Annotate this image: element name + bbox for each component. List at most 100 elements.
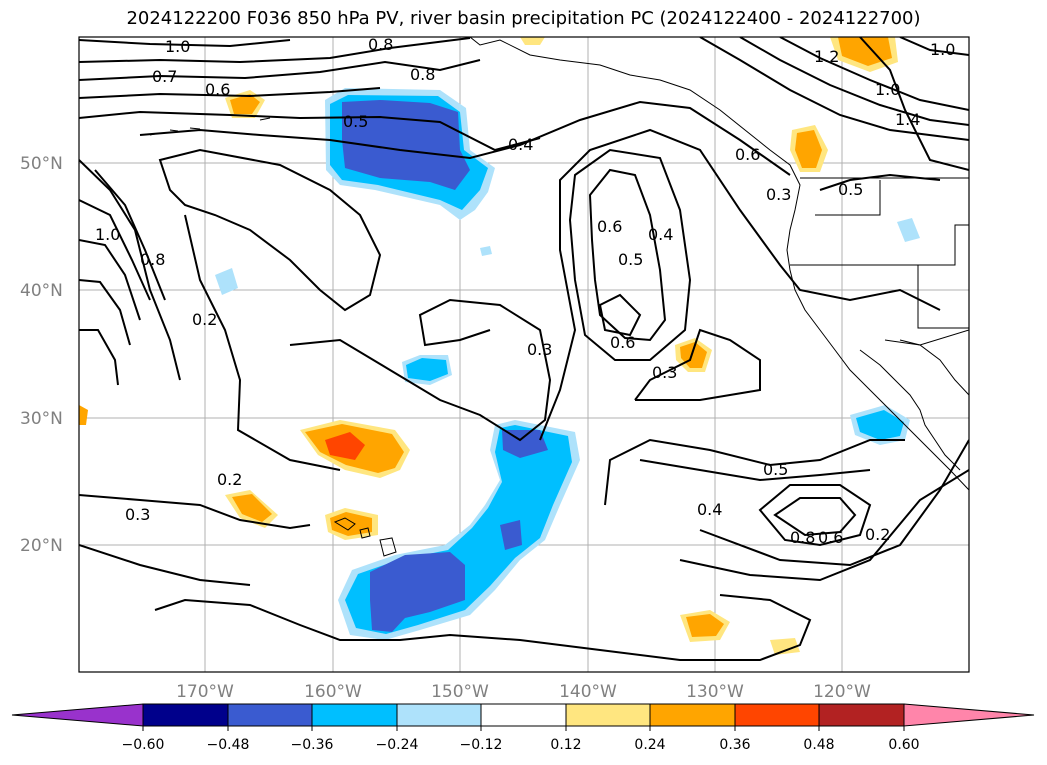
contour-0-4-south: [604, 438, 905, 506]
contour-0-5-gulf: [79, 110, 541, 152]
contour-ne-5: [899, 37, 969, 56]
shade-orange-hawaii-west: [232, 494, 272, 522]
shade-orange-left-edge: [79, 405, 88, 425]
shade-blue-mid-35n: [406, 358, 448, 381]
contour-label: 0.6: [818, 528, 843, 547]
contour-label: 0.4: [508, 135, 533, 154]
contour-0-4-southeast: [699, 439, 969, 567]
contour-ne-2: [739, 37, 969, 126]
colorbar-tick-label: −0.24: [376, 737, 419, 753]
contour-west-2: [79, 239, 141, 321]
contour-label: 0.3: [766, 185, 791, 204]
contour-1-0-top: [79, 39, 291, 48]
lat-tick-labels: 50°N 40°N 30°N 20°N: [20, 154, 63, 556]
contour-ne-4: [859, 37, 969, 171]
colorbar-extend-min: [11, 703, 144, 727]
contour-label: 0.2: [865, 525, 890, 544]
contour-label: 1.0: [875, 80, 900, 99]
border-us-mexico: [884, 329, 969, 346]
colorbar-swatch: [480, 703, 567, 727]
shade-blue-west-edge: [215, 268, 238, 295]
map-title: 2024122200 F036 850 hPa PV, river basin …: [126, 8, 921, 29]
colorbar-tick-label: 0.12: [550, 737, 581, 753]
contour-ne-3: [779, 37, 969, 111]
contour-label: 0.4: [648, 225, 673, 244]
shade-blue-dark-band-south: [370, 552, 465, 632]
shade-orange-topleft: [230, 94, 260, 114]
border-state-3: [917, 265, 969, 329]
contour-label: 1.0: [95, 225, 120, 244]
colorbar-swatch: [311, 703, 398, 727]
contour-label: 0.7: [152, 67, 177, 86]
lon-tick-label: 150°W: [431, 682, 489, 702]
coast-hawaii: [333, 517, 397, 557]
coast-islands-ak: [149, 117, 271, 136]
coast-gulf-ca: [899, 339, 969, 396]
contour-label: 0.8: [140, 250, 165, 269]
contour-0-2-south: [679, 469, 969, 582]
shade-orange-coast: [795, 130, 822, 168]
colorbar-tick-label: −0.60: [122, 737, 165, 753]
coast-alaska: [469, 37, 969, 491]
lat-tick-label: 50°N: [20, 154, 63, 174]
contour-label: 0.5: [763, 460, 788, 479]
contour-0-3-southwest: [79, 494, 311, 530]
contour-0-5-east-loop: [568, 148, 692, 361]
contour-0-4-main: [139, 100, 791, 176]
lon-tick-label: 140°W: [559, 682, 617, 702]
contour-labels: 1.0 0.8 0.8 0.7 0.6 0.5 0.4 0.6 0.5 0.4 …: [95, 37, 955, 547]
contour-label: 0.5: [343, 112, 368, 131]
contour-label: 0.3: [125, 505, 150, 524]
contour-label: 1.0: [930, 40, 955, 59]
colorbar-swatch: [818, 703, 905, 727]
shade-orange-light-topmid: [520, 37, 545, 45]
lon-tick-label: 160°W: [304, 682, 362, 702]
contour-0-5-south: [639, 459, 871, 482]
colorbar-ticks: [142, 726, 905, 731]
map-frame-bg: [79, 37, 969, 672]
contour-0-8-top: [79, 37, 471, 64]
pv-contours: [79, 37, 969, 661]
contour-0-3-lower: [634, 328, 761, 401]
contour-0-7-top: [79, 59, 481, 81]
coastlines: [149, 37, 969, 557]
contour-0-2-southwest: [79, 544, 251, 586]
lon-tick-label: 120°W: [813, 682, 871, 702]
contour-ne-1: [699, 37, 969, 141]
shade-blue-pnw: [897, 218, 920, 242]
shade-orange-light-bottom: [770, 638, 800, 655]
coast-baja: [859, 349, 961, 471]
colorbar-tick-label: −0.12: [460, 737, 503, 753]
colorbar-tick-label: 0.36: [719, 737, 750, 753]
colorbar-swatch: [396, 703, 482, 727]
contour-west-3: [79, 279, 131, 346]
contour-0-8-south-loop: [773, 497, 857, 537]
border-state-2: [790, 224, 969, 266]
colorbar-tick-label: 0.24: [634, 737, 665, 753]
contour-0-2-bottom: [154, 594, 812, 661]
shade-blue-dark-band-mid: [500, 520, 522, 550]
contour-0-6-top: [79, 87, 381, 99]
contour-0-2-central: [184, 214, 341, 471]
contour-0-6-inner: [598, 293, 642, 337]
lon-tick-label: 170°W: [176, 682, 234, 702]
contour-west-4: [79, 329, 119, 386]
contour-0-3-east: [539, 128, 941, 441]
contour-0-6-east-loop: [588, 168, 667, 342]
contour-label: 1.4: [895, 110, 920, 129]
colorbar-tick-label: −0.36: [291, 737, 334, 753]
contour-label: 0.8: [410, 65, 435, 84]
contour-label: 0.5: [618, 250, 643, 269]
contour-0-3-central: [289, 298, 552, 442]
lon-tick-label: 130°W: [686, 682, 744, 702]
colorbar: −0.60 −0.48 −0.36 −0.24 −0.12 0.12 0.24 …: [11, 703, 1035, 753]
contour-label: 0.3: [527, 340, 552, 359]
negative-precip-shading: [215, 88, 920, 640]
lon-tick-labels: 170°W 160°W 150°W 140°W 130°W 120°W: [176, 682, 871, 702]
shade-orange-12n: [686, 614, 724, 637]
colorbar-swatch: [227, 703, 313, 727]
colorbar-tick-label: 0.60: [888, 737, 919, 753]
contour-label: 0.2: [192, 310, 217, 329]
contour-label: 1.0: [165, 37, 190, 56]
colorbar-extend-max: [903, 703, 1035, 727]
